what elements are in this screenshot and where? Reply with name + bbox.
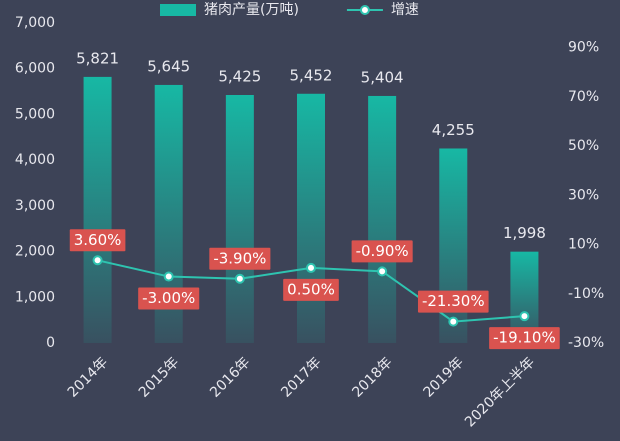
bar-value-label: 5,821 — [76, 49, 119, 67]
bar-value-label: 5,425 — [218, 68, 261, 86]
y-tick-label: 3,000 — [15, 198, 55, 214]
y-tick-label: 0 — [46, 335, 55, 351]
y2-tick-label: 70% — [568, 89, 599, 105]
bar-value-label: 5,452 — [290, 66, 333, 84]
y2-tick-label: 90% — [568, 40, 599, 56]
line-marker — [306, 262, 316, 273]
line-value-label: -19.10% — [493, 329, 556, 347]
legend-swatch — [160, 4, 196, 16]
legend-swatch-marker — [359, 5, 370, 15]
legend-label: 增速 — [391, 2, 419, 18]
bar — [297, 93, 325, 343]
value-label-bg — [69, 229, 126, 252]
line-value-label: -3.00% — [142, 289, 195, 307]
bar-value-label: 5,404 — [361, 68, 404, 86]
bar-value-label: 4,255 — [432, 121, 475, 139]
y2-tick-label: -30% — [568, 335, 604, 351]
y2-tick-label: 30% — [568, 187, 599, 203]
y2-tick-label: 50% — [568, 138, 599, 154]
line-marker — [92, 255, 103, 266]
value-label-bg — [283, 278, 339, 301]
line-marker — [377, 266, 388, 277]
value-label-bg — [138, 287, 200, 310]
y-tick-label: 7,000 — [15, 15, 55, 31]
bar — [225, 95, 254, 343]
y-tick-label: 5,000 — [15, 106, 55, 122]
value-label-bg — [417, 290, 489, 313]
bar-value-label: 5,645 — [147, 57, 190, 75]
value-label-bg — [351, 240, 413, 263]
line-value-label: -3.90% — [213, 249, 266, 267]
line-value-label: 3.60% — [74, 231, 122, 249]
bar-value-label: 1,998 — [503, 224, 546, 242]
y-tick-label: 6,000 — [15, 61, 55, 77]
bar — [83, 76, 112, 343]
y2-tick-label: -10% — [568, 286, 604, 302]
y2-tick-label: 10% — [568, 237, 599, 253]
line-marker — [234, 273, 245, 284]
legend-label: 猪肉产量(万吨) — [204, 2, 299, 18]
y-tick-label: 4,000 — [15, 152, 55, 168]
value-label-bg — [489, 327, 560, 350]
y-tick-label: 2,000 — [15, 244, 55, 260]
line-value-label: -21.30% — [422, 292, 485, 310]
line-marker — [448, 316, 459, 327]
line-marker — [519, 311, 530, 322]
line-value-label: -0.90% — [356, 242, 409, 260]
line-marker — [163, 271, 174, 282]
y-tick-label: 1,000 — [15, 289, 55, 305]
line-value-label: 0.50% — [287, 280, 335, 298]
bar — [368, 95, 397, 344]
value-label-bg — [209, 247, 271, 270]
